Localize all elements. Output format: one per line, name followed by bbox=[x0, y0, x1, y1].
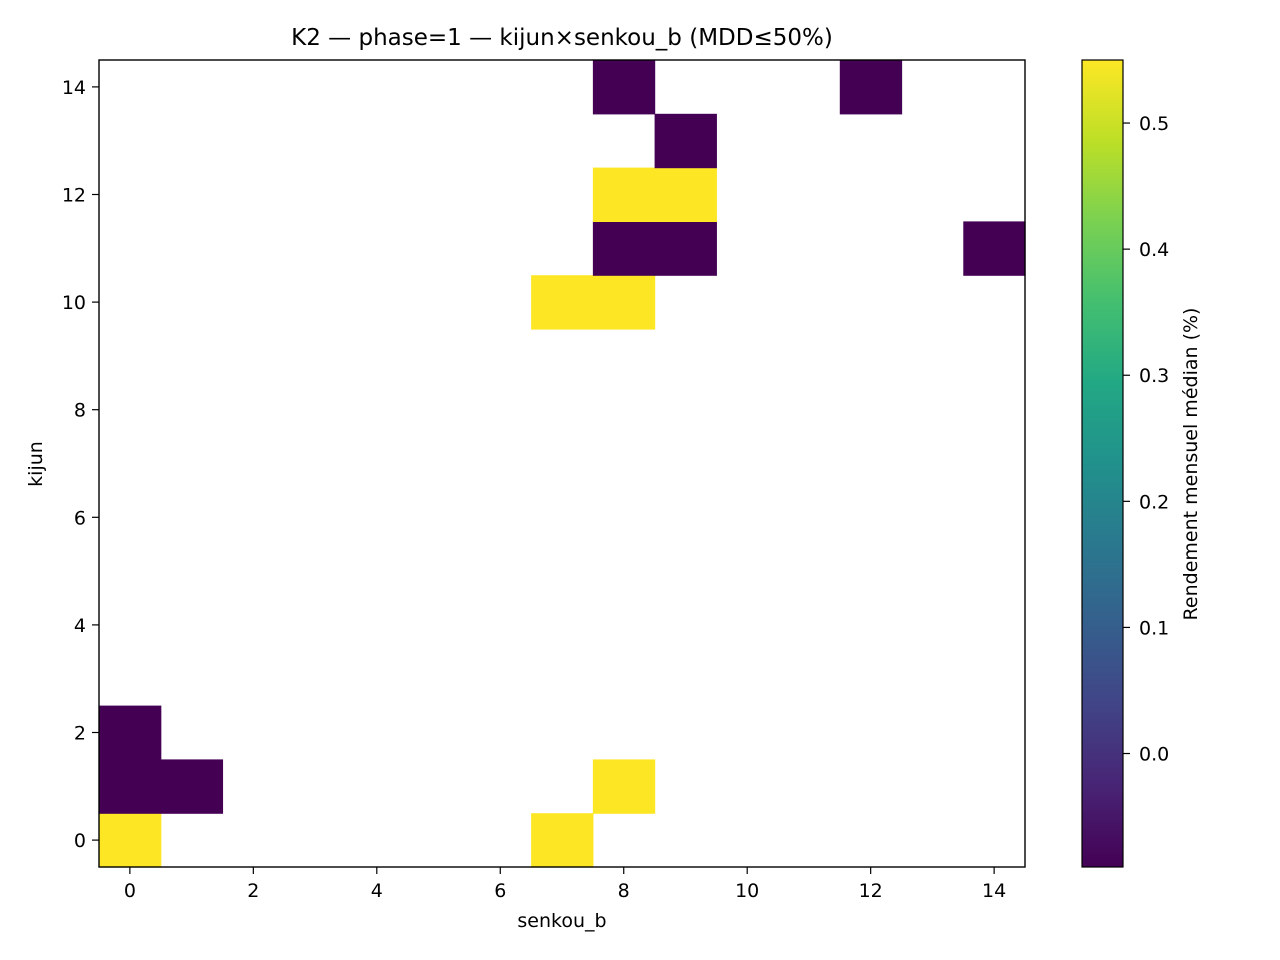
heatmap-cell bbox=[531, 275, 594, 330]
heatmap-cell bbox=[99, 813, 162, 868]
heatmap-cells bbox=[99, 60, 1026, 868]
x-tick-label: 14 bbox=[982, 880, 1006, 902]
y-tick-label: 2 bbox=[74, 723, 86, 745]
colorbar-tick-label: 0.4 bbox=[1139, 239, 1169, 261]
x-axis-label: senkou_b bbox=[517, 910, 606, 932]
x-axis: 0 2 4 6 8 10 12 14 bbox=[124, 867, 1006, 902]
heatmap-cell bbox=[592, 221, 656, 276]
plot-area bbox=[98, 59, 1026, 868]
x-tick-label: 6 bbox=[494, 880, 506, 902]
heatmap-cell bbox=[99, 705, 162, 760]
heatmap-cell bbox=[531, 813, 594, 868]
heatmap-cell bbox=[654, 221, 717, 276]
heatmap-cell bbox=[592, 60, 656, 115]
colorbar-label: Rendement mensuel médian (%) bbox=[1180, 308, 1202, 621]
heatmap-cell bbox=[592, 275, 656, 330]
y-tick-label: 12 bbox=[62, 185, 86, 207]
y-tick-label: 10 bbox=[62, 292, 86, 314]
colorbar-tick-label: 0.1 bbox=[1139, 617, 1169, 639]
heatmap-cell bbox=[160, 759, 224, 814]
heatmap-cell bbox=[963, 221, 1026, 276]
y-tick-label: 14 bbox=[62, 77, 86, 99]
heatmap-cell bbox=[99, 759, 162, 814]
y-tick-label: 0 bbox=[74, 830, 86, 852]
y-tick-label: 4 bbox=[74, 615, 86, 637]
colorbar-tick-label: 0.5 bbox=[1139, 113, 1169, 135]
x-tick-label: 8 bbox=[618, 880, 630, 902]
plot-background bbox=[99, 60, 1025, 867]
plot-frame bbox=[98, 59, 1026, 868]
x-tick-label: 12 bbox=[859, 880, 883, 902]
x-tick-label: 4 bbox=[371, 880, 383, 902]
colorbar-tick-label: 0.3 bbox=[1139, 365, 1169, 387]
y-axis: 0 2 4 6 8 10 12 14 bbox=[62, 77, 99, 852]
chart-title: K2 — phase=1 — kijun×senkou_b (MDD≤50%) bbox=[291, 25, 833, 51]
colorbar-tick-label: 0.2 bbox=[1139, 491, 1169, 513]
heatmap-cell bbox=[592, 759, 656, 814]
colorbar-tick-label: 0.0 bbox=[1139, 744, 1169, 766]
x-tick-label: 0 bbox=[124, 880, 136, 902]
x-tick-label: 10 bbox=[735, 880, 759, 902]
colorbar-gradient bbox=[1081, 59, 1124, 868]
heatmap-cell bbox=[654, 113, 717, 169]
colorbar-ticks: 0.0 0.1 0.2 0.3 0.4 0.5 bbox=[1123, 113, 1169, 766]
colorbar: 0.0 0.1 0.2 0.3 0.4 0.5 Rendement mensuel méd… bbox=[1081, 59, 1202, 868]
y-tick-label: 8 bbox=[74, 400, 86, 422]
heatmap-cell bbox=[592, 167, 656, 222]
heatmap-cell bbox=[839, 60, 903, 115]
x-tick-label: 2 bbox=[247, 880, 259, 902]
y-axis-label: kijun bbox=[25, 441, 47, 487]
y-tick-label: 6 bbox=[74, 507, 86, 529]
heatmap-cell bbox=[654, 167, 717, 222]
